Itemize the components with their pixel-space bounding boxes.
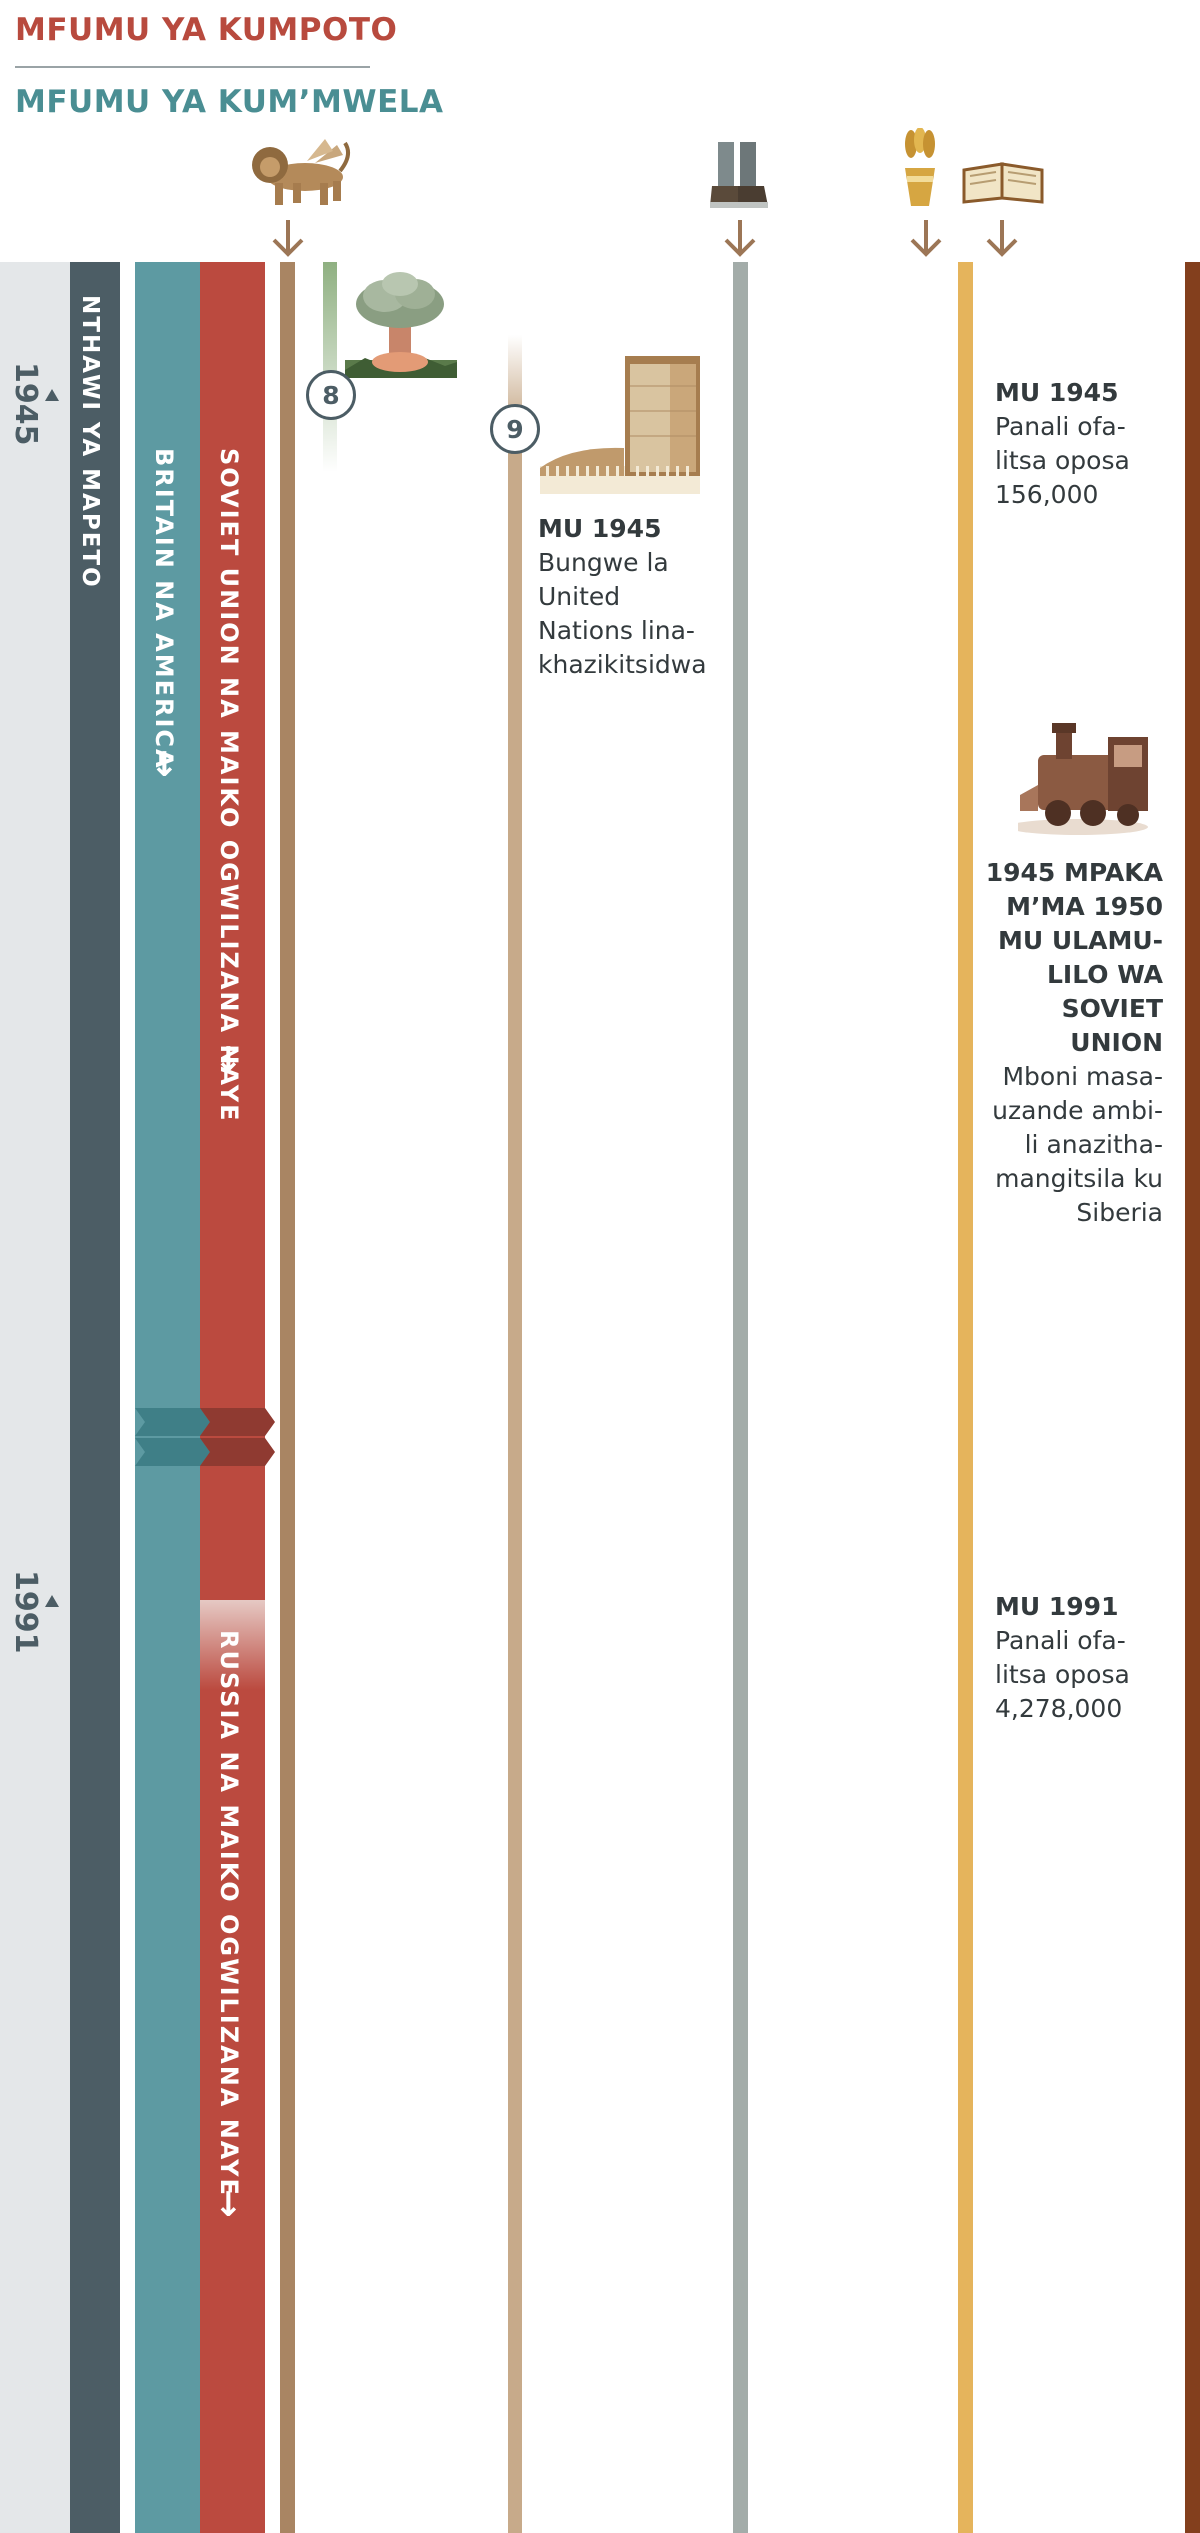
event-publishers-1945: MU 1945 Panali ofa- litsa oposa 156,000	[995, 376, 1175, 512]
russia-arrow: ↓	[214, 2185, 243, 2225]
event-siberia-title: M’MA 1950	[1006, 892, 1163, 921]
event-pub-1945-line: 156,000	[995, 480, 1099, 509]
event-pub-1945-title: MU 1945	[995, 378, 1119, 407]
event-siberia-title: LILO WA	[1046, 960, 1163, 989]
event-pub-1991-line: 4,278,000	[995, 1694, 1123, 1723]
russia-fade	[200, 1600, 265, 1690]
event-un-line: United	[538, 582, 621, 611]
year-1945-pointer	[45, 389, 59, 401]
event-siberia-line: uzande ambi-	[992, 1096, 1163, 1125]
event-un-line: Nations lina-	[538, 616, 695, 645]
event-siberia-line: Mboni masa-	[1002, 1062, 1163, 1091]
event-siberia-line: li anazitha-	[1024, 1130, 1163, 1159]
event-pub-1945-line: Panali ofa-	[995, 412, 1126, 441]
lion-icon	[252, 139, 351, 205]
year-1991-label: 1991	[8, 1570, 43, 1654]
event-siberia: 1945 MPAKA M’MA 1950 MU ULAMU- LILO WA S…	[960, 856, 1163, 1230]
year-1991-pointer	[45, 1595, 59, 1607]
wheat-bundle-icon	[905, 128, 935, 206]
timeline-gold-line	[958, 262, 973, 2533]
time-of-end-label: NTHAWI YA MAPETO	[77, 295, 103, 589]
event-siberia-line: Siberia	[1076, 1198, 1163, 1227]
arrow-down-icon	[724, 220, 756, 257]
britain-america-label: BRITAIN NA AMERICA	[150, 448, 178, 770]
iron-clay-feet-icon	[710, 142, 768, 208]
event-publishers-1991: MU 1991 Panali ofa- litsa oposa 4,278,00…	[995, 1590, 1175, 1726]
mushroom-cloud-icon	[345, 272, 457, 378]
event-pub-1991-line: Panali ofa-	[995, 1626, 1126, 1655]
arrow-down-icon	[272, 220, 304, 257]
band-transition-chevron	[135, 1408, 275, 1466]
event-siberia-title: 1945 MPAKA	[985, 858, 1163, 887]
time-of-end-band	[70, 262, 120, 2533]
marker-9: 9	[490, 404, 540, 454]
arrow-down-icon	[986, 220, 1018, 257]
event-siberia-title: UNION	[1070, 1028, 1163, 1057]
un-building-icon	[540, 356, 700, 494]
soviet-union-label: SOVIET UNION NA MAIKO OGWILIZANA NAYE	[215, 448, 243, 1123]
timeline-brown-line	[1185, 262, 1200, 2533]
year-1945-label: 1945	[8, 362, 43, 446]
britain-america-arrow: ↓	[150, 745, 179, 785]
king-of-south-heading: MFUMU YA KUMPOTO	[15, 12, 398, 48]
timeline-gray-band	[0, 262, 70, 2533]
event-pub-1991-title: MU 1991	[995, 1592, 1119, 1621]
event-pub-1945-line: litsa oposa	[995, 446, 1130, 475]
beige-line-fade	[508, 335, 522, 425]
event-un-line: Bungwe la	[538, 548, 669, 577]
event-pub-1991-line: litsa oposa	[995, 1660, 1130, 1689]
event-un-1945: MU 1945 Bungwe la United Nations lina- k…	[538, 512, 738, 682]
timeline-silver-line	[733, 262, 748, 2533]
event-siberia-line: mangitsila ku	[995, 1164, 1163, 1193]
timeline-tan-line	[280, 262, 295, 2533]
event-siberia-title: MU ULAMU-	[997, 926, 1163, 955]
timeline-beige-line	[508, 335, 522, 2533]
heading-divider	[15, 66, 370, 68]
event-siberia-title: SOVIET	[1061, 994, 1163, 1023]
arrow-down-icon	[910, 220, 942, 257]
marker-8-line	[323, 262, 337, 472]
russia-label: RUSSIA NA MAIKO OGWILIZANA NAYE	[215, 1630, 243, 2197]
event-un-title: MU 1945	[538, 514, 662, 543]
open-bible-icon	[962, 162, 1044, 204]
britain-america-band	[135, 262, 200, 2533]
marker-8: 8	[306, 370, 356, 420]
soviet-union-arrow: ↓	[214, 1040, 243, 1080]
event-un-line: khazikitsidwa	[538, 650, 707, 679]
king-of-north-heading: MFUMU YA KUM’MWELA	[15, 84, 444, 120]
steam-train-icon	[1018, 723, 1148, 835]
soviet-russia-band	[200, 262, 265, 2533]
